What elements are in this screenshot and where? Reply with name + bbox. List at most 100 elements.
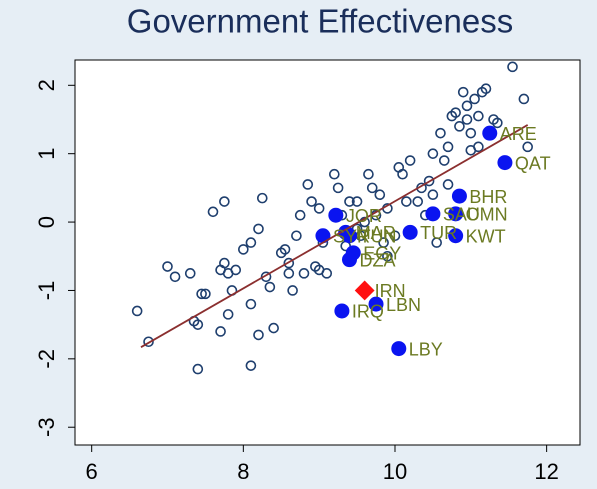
point bbox=[298, 268, 310, 279]
point bbox=[143, 336, 154, 348]
point bbox=[283, 268, 295, 279]
point bbox=[245, 237, 257, 248]
point bbox=[401, 196, 412, 207]
point-label: JOR bbox=[346, 206, 382, 226]
point bbox=[279, 244, 291, 255]
point-label: IRQ bbox=[352, 302, 384, 322]
y-tick-label: 1 bbox=[34, 148, 59, 160]
point bbox=[196, 288, 207, 300]
point bbox=[291, 230, 302, 242]
point bbox=[268, 322, 279, 334]
x-tick-label: 12 bbox=[534, 459, 558, 484]
point bbox=[283, 257, 295, 269]
point bbox=[169, 271, 181, 283]
point bbox=[230, 264, 242, 276]
point bbox=[287, 285, 298, 296]
point bbox=[131, 305, 143, 317]
point-label: QAT bbox=[515, 153, 551, 173]
point bbox=[238, 244, 249, 255]
y-tick-label: -2 bbox=[34, 349, 59, 369]
point bbox=[315, 228, 331, 244]
point bbox=[431, 237, 442, 248]
point bbox=[354, 280, 375, 301]
y-tick-label: 2 bbox=[34, 79, 59, 91]
point bbox=[207, 206, 219, 218]
point bbox=[435, 127, 446, 139]
point-label: SAU bbox=[443, 205, 480, 225]
point bbox=[332, 182, 344, 194]
point bbox=[391, 341, 407, 357]
point bbox=[215, 326, 226, 337]
point bbox=[368, 296, 384, 312]
point bbox=[412, 196, 424, 207]
point bbox=[328, 207, 344, 223]
point bbox=[423, 175, 435, 187]
point bbox=[192, 319, 204, 330]
point bbox=[448, 228, 464, 244]
y-tick-label: -1 bbox=[34, 281, 59, 301]
point bbox=[294, 209, 306, 221]
point bbox=[192, 363, 204, 375]
point-label: TUR bbox=[420, 223, 457, 243]
point bbox=[306, 196, 317, 207]
point bbox=[329, 168, 340, 180]
point bbox=[482, 125, 498, 141]
point bbox=[253, 223, 264, 235]
chart-title: Government Effectiveness bbox=[127, 3, 513, 40]
point bbox=[451, 188, 467, 204]
point bbox=[507, 61, 518, 73]
point bbox=[313, 203, 325, 214]
point-label: ARE bbox=[500, 124, 537, 144]
plot-area bbox=[74, 59, 581, 446]
point bbox=[245, 298, 257, 310]
point-label: IRN bbox=[375, 281, 406, 301]
point bbox=[366, 182, 378, 194]
point-label: LBN bbox=[386, 295, 421, 315]
point bbox=[253, 329, 264, 341]
point bbox=[219, 257, 230, 269]
point bbox=[338, 224, 354, 240]
point bbox=[351, 196, 363, 207]
point bbox=[518, 93, 530, 105]
point bbox=[378, 237, 389, 248]
point bbox=[450, 107, 461, 118]
point-label: SYR bbox=[333, 226, 370, 246]
point bbox=[469, 93, 480, 105]
point bbox=[344, 196, 355, 207]
x-tick-label: 6 bbox=[86, 459, 98, 484]
point bbox=[402, 224, 418, 240]
point bbox=[454, 121, 465, 132]
point-label: KWT bbox=[466, 226, 506, 246]
point bbox=[245, 360, 257, 371]
point bbox=[448, 206, 464, 222]
point bbox=[497, 155, 513, 171]
point bbox=[425, 206, 441, 222]
point-label: EGY bbox=[363, 244, 401, 264]
point bbox=[389, 230, 401, 242]
point bbox=[465, 127, 477, 139]
point bbox=[200, 288, 211, 300]
point bbox=[184, 268, 196, 279]
point bbox=[473, 141, 484, 153]
point bbox=[492, 117, 503, 129]
point bbox=[404, 155, 416, 166]
point bbox=[382, 250, 393, 262]
point bbox=[374, 189, 386, 201]
point-label: LBY bbox=[409, 339, 443, 359]
point bbox=[457, 86, 469, 98]
point bbox=[461, 100, 473, 112]
point bbox=[341, 252, 357, 268]
point bbox=[442, 141, 454, 153]
y-tick-label: 0 bbox=[34, 216, 59, 228]
point-label: TUN bbox=[359, 226, 396, 246]
y-tick-label: -3 bbox=[34, 417, 59, 437]
x-tick-label: 10 bbox=[383, 459, 407, 484]
point bbox=[302, 179, 314, 190]
point-label: OMN bbox=[466, 205, 508, 225]
point bbox=[473, 110, 484, 122]
point bbox=[442, 179, 454, 190]
point bbox=[222, 309, 234, 320]
point bbox=[219, 196, 230, 207]
